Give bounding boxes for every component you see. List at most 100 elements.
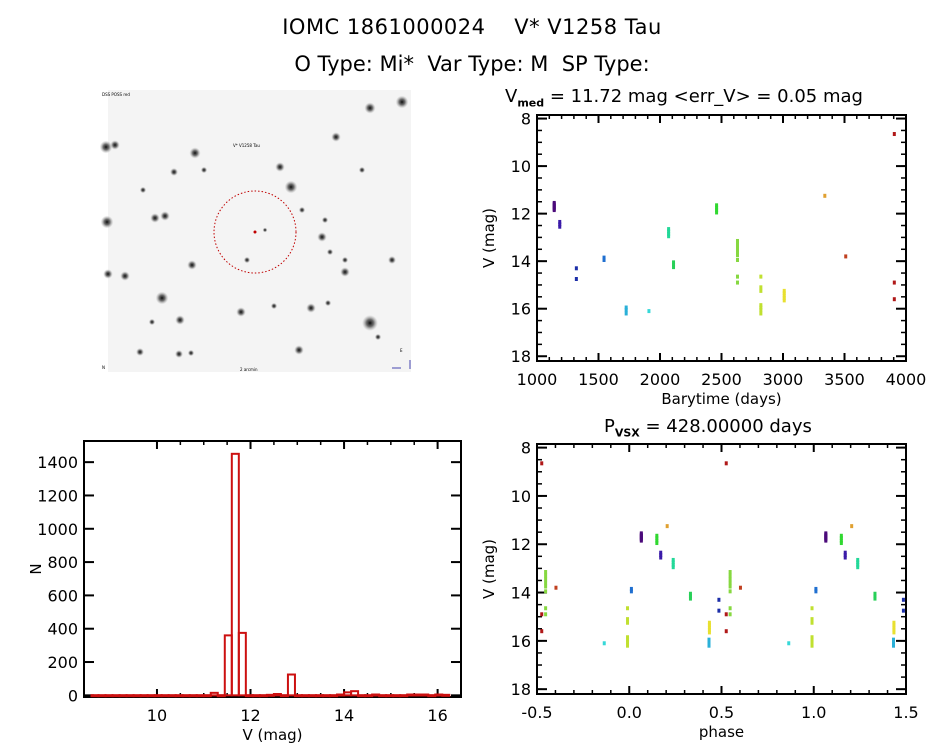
histogram-bar bbox=[118, 694, 128, 698]
phased-point bbox=[540, 629, 544, 634]
phased-point bbox=[728, 589, 732, 594]
lightcurve-point bbox=[647, 309, 651, 314]
phased-point bbox=[839, 538, 843, 543]
phased-point bbox=[856, 562, 860, 567]
phased-title: PVSX = 428.00000 days bbox=[604, 416, 812, 440]
histogram-bar bbox=[104, 694, 114, 698]
lightcurve-point bbox=[892, 280, 896, 285]
phased-point bbox=[810, 606, 814, 611]
phased-point bbox=[787, 641, 791, 646]
phased-xlabel: phase bbox=[699, 723, 744, 741]
finder-star bbox=[324, 299, 332, 307]
histogram-bar bbox=[343, 691, 353, 697]
finder-star bbox=[136, 348, 144, 356]
histogram-ylabel: N bbox=[27, 563, 45, 574]
finder-star bbox=[236, 307, 246, 317]
phased-point bbox=[891, 640, 895, 645]
lightcurve-point bbox=[735, 280, 739, 285]
phased-xtick-label: 0.5 bbox=[709, 703, 734, 722]
lightcurve-title: Vmed = 11.72 mag <err_V> = 0.05 mag bbox=[505, 86, 863, 110]
histogram-ytick-label: 400 bbox=[47, 620, 78, 639]
lightcurve-point bbox=[715, 210, 719, 215]
phased-point bbox=[814, 589, 818, 594]
histogram-bar bbox=[125, 694, 135, 698]
lightcurve-point bbox=[624, 311, 628, 316]
lightcurve-point bbox=[735, 238, 739, 243]
phased-point bbox=[655, 536, 659, 541]
phased-point bbox=[728, 584, 732, 589]
phased-point bbox=[659, 553, 663, 558]
lightcurve-point bbox=[735, 274, 739, 279]
lightcurve-point bbox=[782, 293, 786, 298]
phased-point bbox=[843, 555, 847, 560]
finder-star bbox=[139, 186, 147, 194]
histogram-bar bbox=[329, 694, 339, 698]
phased-ytick-label: 14 bbox=[511, 584, 531, 603]
phased-point bbox=[540, 612, 544, 617]
histogram-bar bbox=[385, 694, 395, 698]
phased-point bbox=[901, 597, 905, 602]
histogram-bar bbox=[286, 673, 296, 697]
histogram-bar bbox=[216, 694, 226, 698]
phased-point bbox=[814, 586, 818, 591]
phased-point bbox=[843, 553, 847, 558]
phased-point bbox=[626, 640, 630, 645]
lightcurve-xtick-label: 3500 bbox=[824, 370, 865, 389]
finder-star bbox=[175, 350, 183, 358]
phased-point bbox=[544, 589, 548, 594]
lightcurve-point bbox=[667, 234, 671, 239]
histogram-bar bbox=[371, 693, 381, 697]
phased-ytick-label: 10 bbox=[511, 487, 531, 506]
histogram-bar bbox=[181, 694, 191, 698]
finder-star bbox=[284, 180, 298, 194]
phased-point bbox=[707, 620, 711, 625]
finder-star bbox=[321, 216, 329, 224]
lightcurve-point bbox=[667, 231, 671, 236]
phased-point bbox=[873, 591, 877, 596]
histogram-ytick-label: 1400 bbox=[37, 453, 78, 472]
phased-point bbox=[665, 524, 669, 529]
histogram-bar bbox=[272, 693, 282, 697]
histogram-xtick-label: 12 bbox=[240, 706, 260, 725]
finder-star bbox=[317, 232, 327, 242]
lightcurve-ytick-label: 10 bbox=[511, 157, 531, 176]
histogram-bar bbox=[357, 694, 367, 698]
finder-star bbox=[243, 256, 251, 264]
phased-point bbox=[626, 637, 630, 642]
finder-star bbox=[110, 140, 120, 150]
finder-star bbox=[358, 166, 366, 174]
phased-point bbox=[891, 637, 895, 642]
histogram-frame bbox=[83, 440, 462, 698]
histogram-bar bbox=[350, 690, 360, 697]
histogram-bar bbox=[230, 452, 240, 697]
phased-point bbox=[892, 625, 896, 630]
finder-label-scale: 2 arcmin bbox=[240, 367, 258, 372]
finder-stars bbox=[100, 95, 409, 358]
histogram-bar bbox=[315, 694, 325, 698]
lightcurve-point bbox=[759, 285, 763, 290]
histogram-bar bbox=[132, 694, 142, 698]
phased-point bbox=[544, 577, 548, 582]
lightcurve-point bbox=[715, 208, 719, 213]
phased-ylabel: V (mag) bbox=[480, 539, 498, 599]
phased-point bbox=[544, 570, 548, 575]
phased-point bbox=[810, 620, 814, 625]
phased-point bbox=[856, 560, 860, 565]
lightcurve-point bbox=[759, 303, 763, 308]
histogram-bar bbox=[139, 694, 149, 698]
lightcurve-xlabel: Barytime (days) bbox=[661, 390, 781, 408]
phased-point bbox=[724, 612, 728, 617]
finder-star bbox=[270, 302, 278, 310]
histogram-bar bbox=[378, 694, 388, 698]
lightcurve-point bbox=[782, 298, 786, 303]
finder-star bbox=[341, 256, 349, 264]
lightcurve-xtick-label: 4000 bbox=[886, 370, 927, 389]
lightcurve-point bbox=[892, 132, 896, 137]
target-circle bbox=[213, 190, 297, 274]
phased-point bbox=[901, 608, 905, 613]
lightcurve-point bbox=[672, 265, 676, 270]
phased-ytick-label: 18 bbox=[511, 680, 531, 699]
histogram-bar bbox=[293, 694, 303, 698]
phased-point bbox=[707, 640, 711, 645]
